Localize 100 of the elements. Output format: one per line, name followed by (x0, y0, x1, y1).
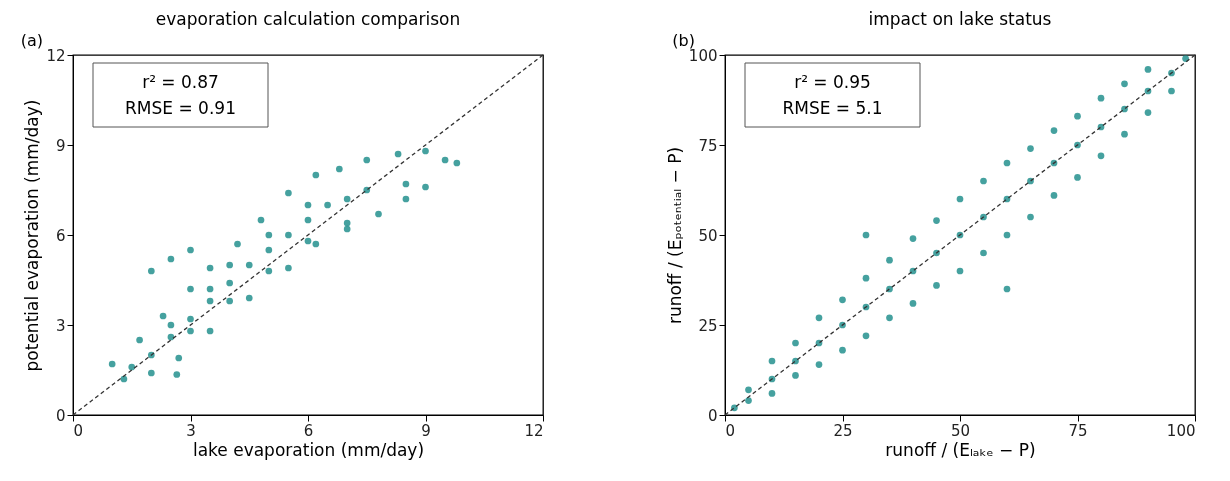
x-tick-label: 25 (833, 421, 853, 440)
chart-title: impact on lake status (868, 9, 1052, 29)
point (862, 231, 870, 239)
point (187, 315, 194, 323)
point (792, 372, 799, 379)
point (167, 333, 175, 341)
point (862, 332, 870, 340)
point (363, 156, 371, 164)
point (909, 300, 917, 307)
point (909, 235, 917, 242)
point (226, 297, 234, 305)
point (768, 357, 776, 365)
point (956, 195, 964, 203)
x-tick-label: 0 (725, 421, 736, 440)
y-tick-label: 12 (46, 46, 66, 65)
point (120, 375, 128, 383)
x-tick-label: 75 (1068, 421, 1088, 440)
point (815, 314, 823, 322)
point (343, 225, 351, 233)
y-axis-title: potential evaporation (mm/day) (22, 99, 43, 372)
point (933, 282, 940, 289)
point (147, 267, 155, 275)
annotation: r² = 0.87 (142, 72, 219, 92)
y-axis-title: runoff / (Eₚₒₜₑₙₜᵢₐₗ − P) (664, 146, 685, 325)
point (1050, 192, 1058, 199)
point (862, 274, 870, 282)
point (285, 264, 292, 272)
point (1027, 145, 1034, 152)
point (265, 231, 273, 239)
point (980, 177, 987, 185)
chart-title: evaporation calculation comparison (155, 9, 461, 29)
point (175, 354, 183, 362)
x-axis-title: runoff / (Eₗₐₖₑ − P) (885, 439, 1036, 460)
point (1003, 285, 1011, 293)
y-tick-label: 25 (698, 316, 718, 335)
text: (a) (20, 31, 43, 50)
y-tick-label: 3 (55, 316, 66, 335)
point (343, 195, 351, 203)
point (304, 237, 312, 245)
point (206, 285, 214, 293)
point (402, 195, 410, 203)
point (234, 240, 241, 248)
point (839, 296, 846, 304)
point (1074, 174, 1081, 181)
point (1121, 130, 1128, 138)
annotation: RMSE = 5.1 (782, 98, 883, 118)
point (745, 397, 752, 404)
point (257, 216, 265, 224)
x-tick-label: 9 (421, 421, 431, 440)
x-tick-label: 50 (950, 421, 971, 440)
x-tick-label: 100 (1166, 421, 1196, 440)
point (886, 314, 893, 322)
point (1050, 127, 1058, 134)
point (933, 217, 940, 224)
point (128, 363, 136, 371)
point (441, 156, 449, 164)
point (187, 246, 194, 254)
x-tick-label: 3 (186, 421, 196, 440)
point (839, 346, 846, 354)
point (245, 261, 253, 269)
point (285, 231, 292, 239)
point (1074, 112, 1081, 120)
point (1003, 159, 1011, 167)
point (304, 216, 312, 224)
point (815, 361, 823, 368)
point (375, 210, 382, 218)
x-tick-label: 12 (524, 421, 544, 440)
point (226, 279, 234, 287)
x-axis-title: lake evaporation (mm/day) (192, 439, 425, 460)
point (343, 219, 351, 227)
point (1144, 109, 1152, 116)
point (285, 189, 292, 197)
point (312, 240, 320, 248)
y-tick-label: 0 (55, 406, 66, 425)
point (147, 369, 155, 377)
point (1121, 80, 1128, 88)
point (1003, 231, 1011, 239)
y-tick-label: 50 (698, 226, 718, 245)
point (1182, 55, 1189, 62)
point (265, 267, 273, 275)
point (1097, 152, 1105, 160)
point (206, 297, 214, 305)
point (304, 201, 312, 209)
point (956, 267, 964, 275)
point (1027, 213, 1034, 221)
point (402, 180, 410, 188)
point (1097, 94, 1105, 102)
y-tick-label: 6 (55, 226, 66, 245)
x-tick-label: 0 (73, 421, 84, 440)
annotation: r² = 0.95 (794, 72, 871, 92)
point (1144, 66, 1152, 73)
point (245, 294, 253, 302)
text: (b) (672, 31, 695, 50)
y-tick-label: 75 (698, 136, 718, 155)
point (980, 249, 987, 257)
point (108, 360, 116, 368)
point (792, 339, 799, 347)
point (1168, 87, 1175, 95)
x-tick-label: 6 (303, 421, 314, 440)
point (206, 264, 214, 272)
